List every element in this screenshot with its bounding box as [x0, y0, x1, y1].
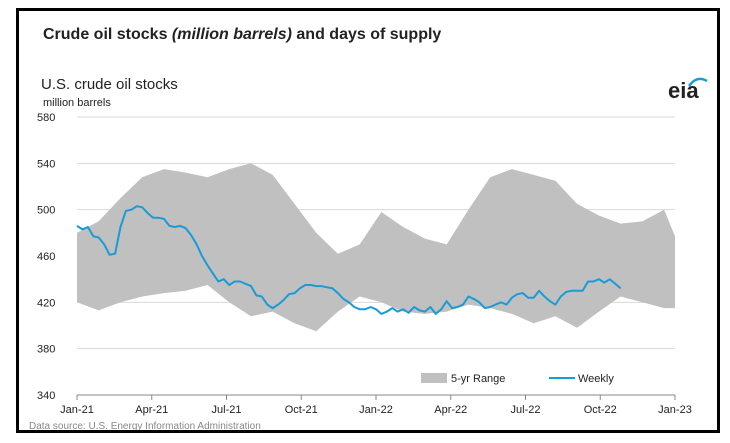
y-tick-label: 580	[37, 112, 55, 124]
y-axis-label: million barrels	[43, 97, 111, 109]
five-year-range-band	[77, 163, 675, 332]
y-tick-label: 540	[37, 158, 55, 170]
eia-logo-swoosh	[687, 77, 708, 87]
legend: 5-yr Range Weekly	[421, 373, 614, 385]
legend-label-weekly: Weekly	[578, 373, 614, 385]
legend-label-range: 5-yr Range	[451, 373, 505, 385]
y-tick-label: 460	[37, 251, 55, 263]
title-part-2: and days of supply	[291, 26, 442, 43]
y-tick-label: 380	[37, 344, 55, 356]
x-tick-label: Jan-22	[359, 404, 393, 416]
weekly-series-line	[76, 205, 622, 315]
title-part-1: Crude oil stocks	[43, 26, 172, 43]
range-band-layer	[77, 163, 675, 332]
axes: 340 380 420 460 500 540 580 Jan-21 Apr-21 Jul-21 O…	[37, 112, 692, 416]
x-tick-label: Jan-21	[60, 404, 94, 416]
x-tick-label: Oct-21	[285, 404, 318, 416]
data-source: Data source: U.S. Energy Information Adm…	[29, 421, 261, 432]
title-units: (million barrels)	[171, 26, 292, 43]
x-tick-label: Apr-21	[135, 404, 168, 416]
series-layer	[76, 205, 622, 315]
y-tick-label: 420	[37, 297, 55, 309]
crude-oil-stocks-chart: U.S. crude oil stocks million barrels ei…	[29, 76, 708, 432]
x-tick-label: Apr-22	[434, 404, 467, 416]
x-tick-label: Jan-23	[658, 404, 692, 416]
x-tick-label: Jul-21	[212, 404, 242, 416]
legend-swatch-range	[421, 373, 447, 383]
chart-frame: Crude oil stocks (million barrels) and d…	[16, 8, 720, 433]
y-tick-label: 340	[37, 390, 55, 402]
y-tick-label: 500	[37, 205, 55, 217]
page-title: Crude oil stocks (million barrels) and d…	[43, 26, 441, 44]
chart-title: U.S. crude oil stocks	[41, 76, 178, 93]
x-tick-label: Jul-22	[511, 404, 541, 416]
x-tick-label: Oct-22	[584, 404, 617, 416]
